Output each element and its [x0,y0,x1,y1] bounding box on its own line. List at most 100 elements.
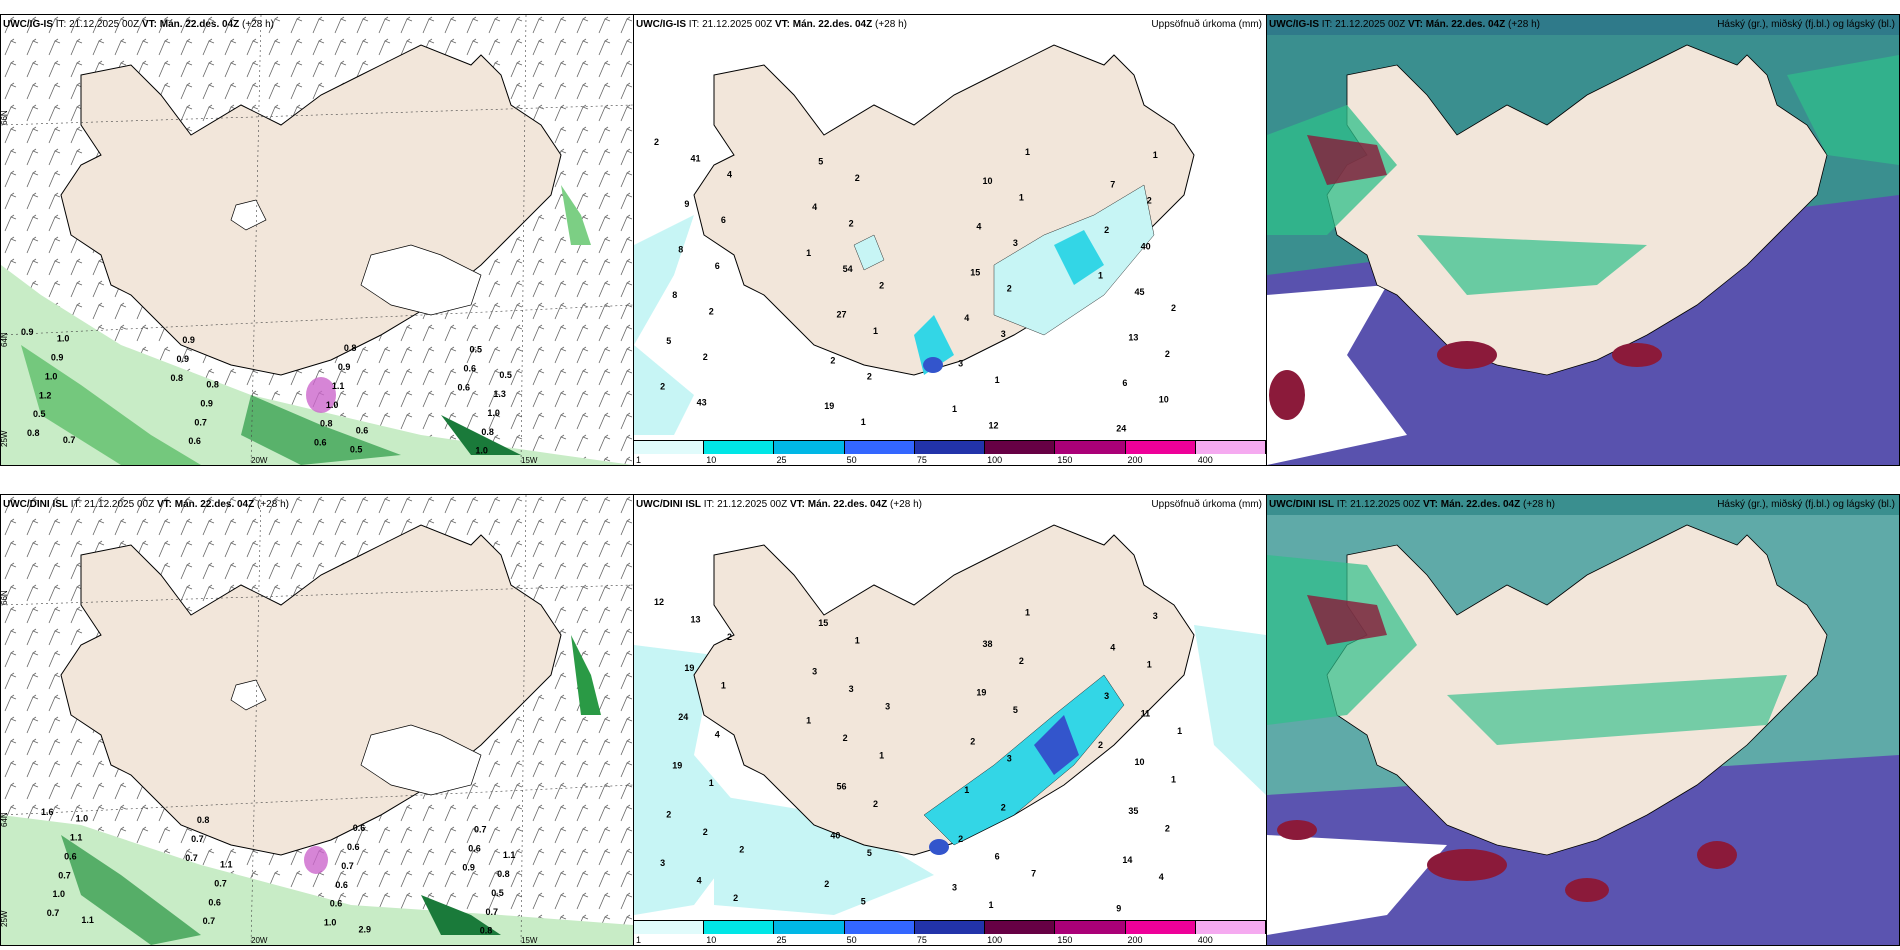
lead-time: (+28 h) [242,19,274,30]
value-label: 4 [1159,872,1164,882]
value-label: 1 [1025,147,1030,157]
vt-value: Mán. 22.des. 04Z [807,499,888,510]
value-label: 2 [867,372,872,382]
colorbar-segment [704,441,775,454]
lead-time: (+28 h) [257,499,289,510]
value-label: 0.8 [320,419,333,429]
value-label: 8 [678,245,683,255]
model-name: UWC/DINI ISL [636,499,701,510]
value-label: 1.0 [53,889,66,899]
colorbar-segment [844,441,915,454]
it-label: IT: [703,499,715,510]
model-name: UWC/IG-IS [1269,19,1319,30]
colorbar-tick: 1 [636,935,642,945]
value-label: 2 [843,733,848,743]
value-label: 12 [989,421,999,431]
value-label: 19 [976,688,986,698]
colorbar: 1 10 25 50 75 100 150 200 400 [634,440,1266,465]
colorbar-tick: 1 [636,455,642,465]
value-label: 1.6 [41,807,54,817]
value-label: 1 [1019,192,1024,202]
value-label: 0.7 [214,879,227,889]
value-label: 4 [1110,642,1115,652]
lat-label-64: 64N [1,332,9,347]
lat-label-66: 66N [1,110,9,125]
value-label: 1 [709,778,714,788]
value-label: 3 [1013,238,1018,248]
lon-label-20: 20W [251,936,268,945]
value-label: 0.8 [197,815,210,825]
value-label: 1 [1153,150,1158,160]
value-label: 2 [709,306,714,316]
lead-time: (+28 h) [1508,19,1540,30]
panel-header: UWC/IG-IS IT: 21.12.2025 00Z VT: Mán. 22… [1269,19,1540,30]
value-label: 4 [812,202,817,212]
precip-map: 1223133232411519922241419401935385613101… [634,524,1266,915]
colorbar-segment [1125,441,1196,454]
colorbar-segment [704,921,775,934]
colorbar-segment [844,921,915,934]
glacier-vatnajokull [360,244,482,316]
lon-label-25: 25W [1,910,9,927]
colorbar-tick: 100 [987,935,1003,945]
value-label: 2 [958,834,963,844]
value-label: 1 [873,326,878,336]
value-label: 2 [739,844,744,854]
value-label: 2 [873,799,878,809]
vt-label: VT: [141,19,157,30]
it-value: 21.12.2025 00Z [717,499,788,510]
iceland-land [693,524,1195,856]
value-label: 10 [1159,394,1169,404]
value-label: 0.6 [330,899,343,909]
value-label: 15 [818,618,828,628]
value-label: 1 [855,635,860,645]
value-label: 0.8 [171,373,184,383]
value-label: 5 [861,897,866,907]
value-label: 1 [989,900,994,910]
value-label: 2 [1165,823,1170,833]
model-name: UWC/IG-IS [3,19,53,30]
value-label: 2 [660,381,665,391]
colorbar-tick: 50 [846,935,857,945]
value-label: 2.9 [359,924,372,934]
value-label: 0.5 [491,888,504,898]
value-label: 0.7 [191,834,204,844]
value-label: 11 [1141,709,1151,719]
value-label: 2 [733,893,738,903]
glacier-langjokull [230,679,267,711]
value-label: 7 [1031,869,1036,879]
value-label: 10 [1135,757,1145,767]
value-label: 0.8 [344,343,357,353]
value-label: 0.6 [458,382,471,392]
value-label: 0.7 [474,825,487,835]
panel-title: Háský (gr.), miðský (fj.bl.) og lágský (… [1717,499,1895,510]
it-label: IT: [55,19,67,30]
colorbar-tick: 150 [1057,455,1073,465]
value-label: 0.6 [468,843,481,853]
colorbar-tick: 10 [706,455,717,465]
it-value: 21.12.2025 00Z [69,19,140,30]
it-label: IT: [1336,499,1348,510]
colorbar-segment [914,441,986,454]
value-label: 13 [1128,333,1138,343]
value-label: 7 [1110,179,1115,189]
value-label: 2 [1007,284,1012,294]
value-label: 4 [727,170,732,180]
value-label: 1.0 [324,918,337,928]
panel-title: Háský (gr.), miðský (fj.bl.) og lágský (… [1717,19,1895,30]
colorbar-tick: 100 [987,455,1003,465]
value-label: 38 [983,639,993,649]
value-label: 15 [970,267,980,277]
value-label: 9 [684,199,689,209]
value-label: 0.7 [194,417,207,427]
value-label: 0.7 [185,853,198,863]
value-label: 0.9 [200,399,213,409]
value-label: 1.1 [220,860,233,870]
value-label: 40 [830,830,840,840]
value-label: 1 [1147,660,1152,670]
value-label: 1.0 [475,446,488,456]
lead-time: (+28 h) [890,499,922,510]
value-label: 5 [818,157,823,167]
it-value: 21.12.2025 00Z [84,499,155,510]
value-label: 1 [1098,271,1103,281]
